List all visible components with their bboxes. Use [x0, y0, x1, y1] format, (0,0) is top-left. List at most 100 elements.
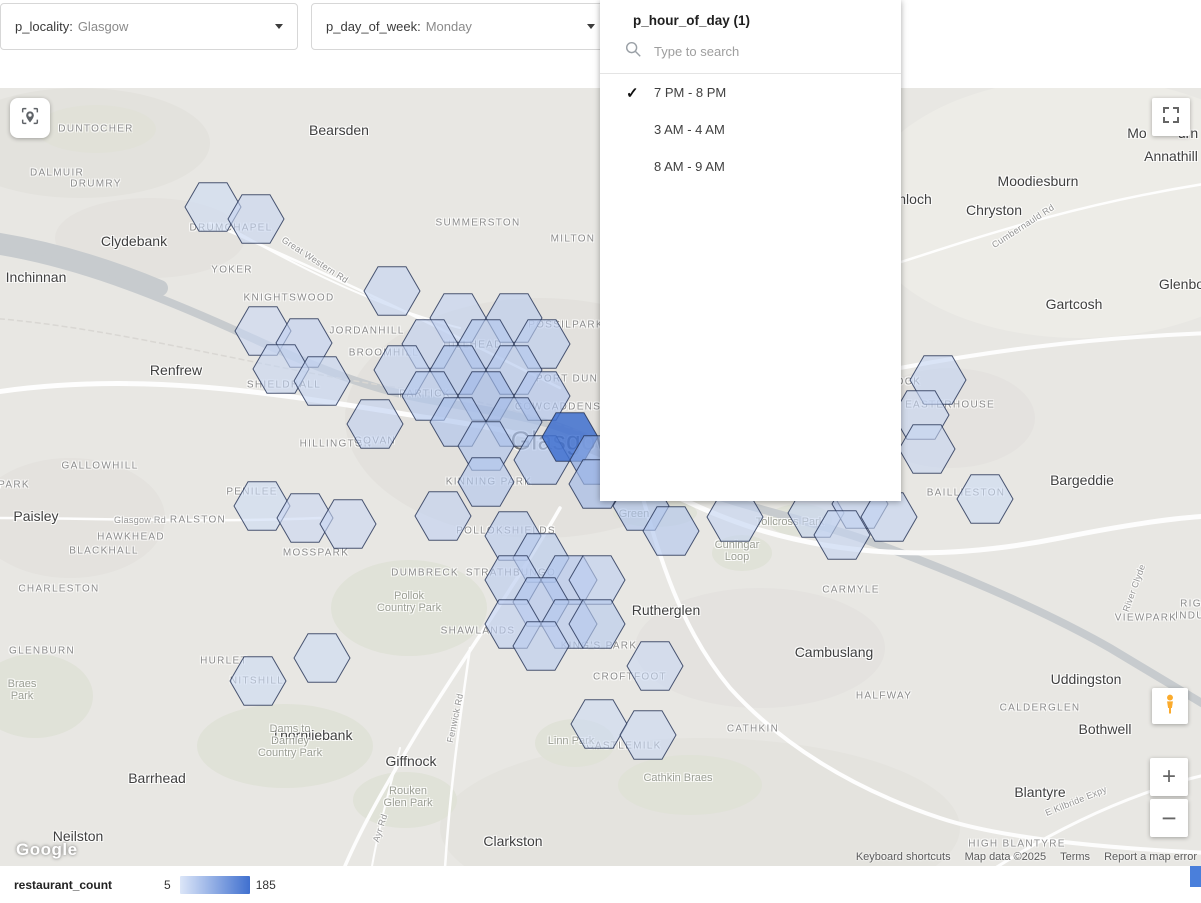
dropdown-title: p_hour_of_day (1) [633, 13, 751, 28]
hex-bin[interactable] [227, 194, 285, 244]
map-label-park: Cathkin Braes [643, 772, 713, 784]
hex-bin[interactable] [860, 492, 918, 542]
hex-bin[interactable] [229, 656, 287, 706]
pegman-button[interactable] [1152, 688, 1188, 724]
map-label-town: Moodiesburn [997, 173, 1079, 189]
zoom-out-button[interactable]: − [1150, 799, 1188, 837]
zoom-in-button[interactable]: + [1150, 758, 1188, 796]
filter-day-of-week-dropdown[interactable]: p_day_of_week: Monday [311, 3, 610, 50]
hex-bin[interactable] [346, 399, 404, 449]
map-label-district: RALSTON [169, 514, 227, 526]
map-label-town: Neilston [52, 828, 104, 844]
filter-locality-label: p_locality: [15, 19, 73, 34]
location-pin-icon [19, 105, 41, 132]
map-label-town: Inchinnan [5, 269, 67, 285]
map-label-park: Dams to Darnley Country Park [257, 723, 323, 759]
map-label-town: Blantyre [1014, 784, 1066, 800]
map-label-district: RIG [1180, 598, 1201, 610]
hex-bin[interactable] [363, 266, 421, 316]
map-label-town: Bearsden [309, 122, 369, 138]
map-label-district: GLENBURN [9, 645, 75, 657]
hex-bin[interactable] [233, 481, 291, 531]
scrollbar-thumb[interactable] [1190, 866, 1201, 887]
hex-bin[interactable] [414, 491, 472, 541]
map-label-district: SHAWLANDS [440, 625, 516, 637]
hex-bin[interactable] [276, 493, 334, 543]
dropdown-option[interactable]: 3 AM - 4 AM [600, 111, 901, 148]
search-icon [624, 40, 652, 63]
hex-bin[interactable] [626, 641, 684, 691]
hex-bin[interactable] [642, 506, 700, 556]
map-label-district: MOSSPARK [282, 547, 350, 559]
map-data-text: Map data ©2025 [964, 851, 1047, 863]
map-label-town: Chryston [965, 202, 1023, 218]
chevron-down-icon [275, 24, 283, 29]
map-label-district: JORDANHILL [329, 325, 405, 337]
map-label-town: Annathill [1144, 148, 1198, 164]
map-label-district: KNIGHTSWOOD [243, 292, 335, 304]
map-label-district: CALDERGLEN [999, 702, 1081, 714]
map-label-district: MILTON [550, 233, 596, 245]
map-label-district: GALLOWHILL [61, 460, 139, 472]
dropdown-option-label: 3 AM - 4 AM [654, 122, 725, 137]
check-icon: ✓ [626, 84, 639, 102]
map-label-town: Bargeddie [1050, 472, 1114, 488]
map-label-town: Uddingston [1050, 671, 1122, 687]
hex-bin[interactable] [813, 510, 871, 560]
dropdown-option-label: 7 PM - 8 PM [654, 85, 727, 100]
hex-bin[interactable] [184, 182, 242, 232]
hex-bin[interactable] [457, 457, 515, 507]
keyboard-shortcuts-link[interactable]: Keyboard shortcuts [855, 851, 951, 863]
filter-locality-dropdown[interactable]: p_locality: Glasgow [0, 3, 298, 50]
map-label-town: Thornliebank [271, 727, 353, 743]
hex-bin[interactable] [319, 499, 377, 549]
filter-locality-value: Glasgow [77, 19, 129, 34]
map-label-park: Pollok Country Park [376, 590, 442, 614]
hex-bin[interactable] [512, 621, 570, 671]
fullscreen-button[interactable] [1152, 98, 1190, 136]
map-label-town: Barrhead [128, 770, 186, 786]
map-label-district: CATHKIN [726, 723, 780, 735]
dropdown-option[interactable]: 8 AM - 9 AM [600, 148, 901, 185]
map-label-district: INDU [1175, 610, 1201, 622]
hour-of-day-dropdown-panel: p_hour_of_day (1) ✓ 7 PM - 8 PM 3 AM - 4 A… [600, 0, 901, 501]
location-control-button[interactable] [10, 98, 50, 138]
report-map-error-link[interactable]: Report a map error [1104, 851, 1197, 863]
dropdown-search-input[interactable] [652, 43, 885, 60]
map-label-town: Clarkston [483, 833, 543, 849]
chevron-down-icon [587, 24, 595, 29]
map-label-district: LOCK [888, 376, 922, 388]
map-label-district: CHARLESTON [18, 583, 100, 595]
terms-link[interactable]: Terms [1060, 851, 1091, 863]
map-label-town: Gartcosh [1045, 296, 1103, 312]
hex-bin[interactable] [568, 599, 626, 649]
map-label-district: CARMYLE [822, 584, 880, 596]
pegman-icon [1159, 693, 1181, 720]
map-label-district: HIGH BLANTYRE [968, 838, 1066, 850]
hex-bin[interactable] [956, 474, 1014, 524]
map-label-district: POSSILPARK [528, 319, 604, 331]
legend-bar: restaurant_count 5 185 [0, 866, 1201, 903]
map-label-district: HILLINGTON [299, 438, 373, 450]
map-labels: GlasgowBearsdenClydebankInchinnanRenfrew… [0, 88, 1201, 866]
map-label-park: Rouken Glen Park [383, 785, 433, 809]
filter-day-value: Monday [425, 19, 472, 34]
map-label-town: Glenboi [1158, 276, 1201, 292]
hex-bin[interactable] [619, 710, 677, 760]
dropdown-option[interactable]: ✓ 7 PM - 8 PM [600, 74, 901, 111]
map-label-park: Braes Park [7, 678, 37, 702]
map-label-town: Bothwell [1078, 721, 1132, 737]
hex-bin[interactable] [293, 633, 351, 683]
legend-field-label: restaurant_count [14, 877, 113, 892]
map-label-town: Renfrew [149, 362, 203, 378]
dropdown-option-label: 8 AM - 9 AM [654, 159, 725, 174]
hex-bin[interactable] [570, 699, 628, 749]
map-label-district: HAWKHEAD [97, 531, 165, 543]
map-label-town: nloch [898, 191, 932, 207]
map-label-park: Cuningar Loop [714, 539, 760, 563]
map-label-district: EASTERHOUSE [905, 399, 995, 411]
fullscreen-icon [1162, 106, 1180, 129]
dropdown-option-list: ✓ 7 PM - 8 PM 3 AM - 4 AM 8 AM - 9 AM [600, 74, 901, 185]
hex-bin[interactable] [293, 356, 351, 406]
map-label-district: VIEWPARK [1114, 612, 1178, 624]
